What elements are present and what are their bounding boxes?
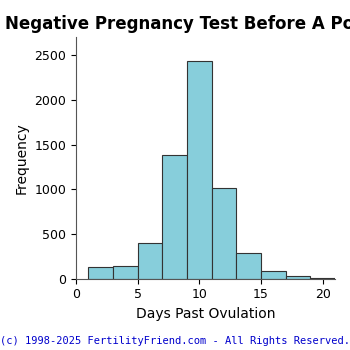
Text: (c) 1998-2025 FertilityFriend.com - All Rights Reserved.: (c) 1998-2025 FertilityFriend.com - All …: [0, 336, 350, 346]
Bar: [187, 62, 212, 279]
Bar: [261, 271, 286, 279]
Bar: [310, 278, 335, 279]
Y-axis label: Frequency: Frequency: [15, 122, 29, 194]
Title: Negative Pregnancy Test Before A Positive: Negative Pregnancy Test Before A Positiv…: [5, 15, 350, 33]
Bar: [162, 155, 187, 279]
Bar: [89, 267, 113, 279]
Bar: [113, 266, 138, 279]
Bar: [138, 243, 162, 279]
Bar: [236, 253, 261, 279]
X-axis label: Days Past Ovulation: Days Past Ovulation: [136, 307, 275, 321]
Bar: [286, 276, 310, 279]
Bar: [212, 188, 236, 279]
